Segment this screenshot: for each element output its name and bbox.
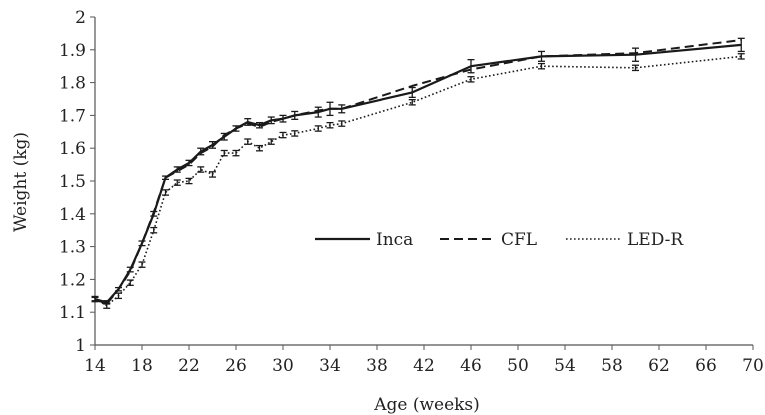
y-tick-label: 1.7 <box>59 106 86 126</box>
x-tick-label: 38 <box>366 356 388 376</box>
y-tick-label: 1.5 <box>59 172 86 192</box>
x-tick-label: 30 <box>272 356 294 376</box>
legend-label-led-r: LED-R <box>627 230 684 250</box>
y-tick-label: 1.2 <box>59 270 86 290</box>
y-tick-label: 1 <box>75 336 86 356</box>
x-tick-label: 50 <box>507 356 529 376</box>
axes: 1 1.1 1.2 1.3 1.4 1.5 1.6 1.7 1.8 1.9 2 14 18 22 26 30 3… <box>59 8 764 376</box>
y-tick-label: 1.6 <box>59 139 86 159</box>
y-tick-label: 2 <box>75 8 86 28</box>
legend-label-cfl: CFL <box>501 230 537 250</box>
x-tick-label: 14 <box>84 356 106 376</box>
x-tick-label: 46 <box>460 356 482 376</box>
y-tick-label: 1.9 <box>59 41 86 61</box>
y-tick-label: 1.1 <box>59 303 86 323</box>
x-tick-label: 34 <box>319 356 341 376</box>
series-line-cfl <box>94 39 742 305</box>
y-tick-label: 1.8 <box>59 74 86 94</box>
y-tick-label: 1.4 <box>59 205 86 225</box>
x-tick-label: 26 <box>225 356 247 376</box>
x-tick-label: 58 <box>601 356 623 376</box>
series-layer <box>91 37 745 309</box>
legend: Inca CFL LED-R <box>315 230 684 250</box>
x-tick-label: 42 <box>413 356 435 376</box>
x-axis-title: Age (weeks) <box>373 395 480 415</box>
x-tick-label: 54 <box>554 356 576 376</box>
legend-label-inca: Inca <box>376 230 413 250</box>
x-tick-label: 62 <box>648 356 670 376</box>
x-tick-label: 66 <box>695 356 717 376</box>
x-tick-label: 70 <box>742 356 764 376</box>
x-tick-label: 22 <box>178 356 200 376</box>
series-line-inca <box>94 43 742 304</box>
y-axis-title: Weight (kg) <box>11 132 31 232</box>
series-line-led-r <box>94 55 742 307</box>
y-tick-label: 1.3 <box>59 238 86 258</box>
x-tick-label: 18 <box>131 356 153 376</box>
